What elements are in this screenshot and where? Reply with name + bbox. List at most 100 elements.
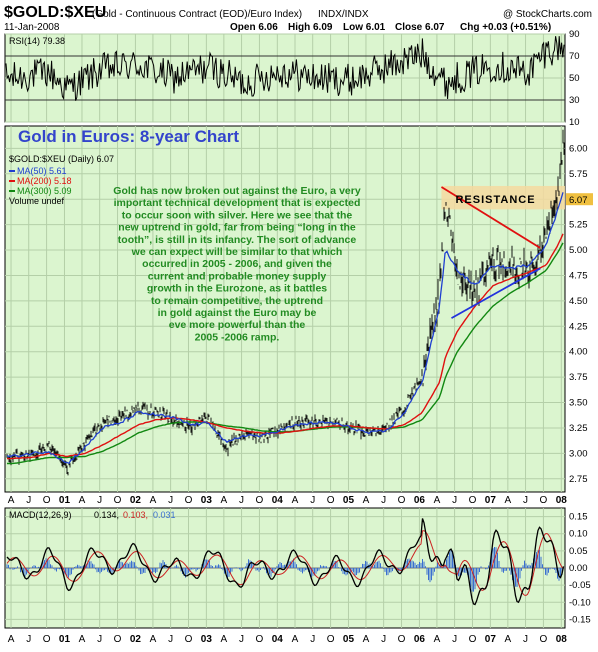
axis-label: J [310,495,315,506]
macd-legend: MACD(12,26,9) 0.134, 0.103, 0.031 [9,510,176,520]
macd-tick-label: 0.15 [569,512,588,523]
axis-label: J [26,495,31,506]
quote-open: Open 6.06 [230,22,278,33]
legend-ma200: MA(200) 5.18 [17,176,72,186]
price-tick-label: 4.00 [569,347,588,358]
axis-label: 02 [130,634,142,645]
axis-label: O [469,634,477,645]
price-tick-label: 5.75 [569,169,588,180]
axis-label: O [469,495,477,506]
axis-label: O [114,634,122,645]
axis-label: A [363,634,370,645]
axis-label: J [26,634,31,645]
commentary-line: Gold has now broken out against the Euro… [113,185,361,197]
legend-ma300: MA(300) 5.09 [17,186,72,196]
symbol-description: (Gold - Continuous Contract (EOD)/Euro I… [92,9,302,20]
commentary-line: eve more powerful than the [169,319,306,331]
price-tick-label: 3.75 [569,372,588,383]
axis-label: J [452,495,457,506]
axis-label: A [79,495,86,506]
commentary-line: occurred in 2005 - 2006, and given the [142,258,332,270]
price-tick-label: 4.75 [569,270,588,281]
axis-label: 05 [343,634,355,645]
axis-label: O [540,634,548,645]
axis-label: J [97,495,102,506]
support-trendline [451,267,541,319]
axis-label: O [398,495,406,506]
macd-tick-label: -0.05 [569,580,591,591]
exchange-label: INDX/INDX [318,9,369,20]
axis-label: J [168,634,173,645]
axis-label: 01 [59,634,71,645]
commentary-line: to occur soon with silver. Here we see t… [122,209,353,221]
quote-high: High 6.09 [288,22,333,33]
axis-label: 03 [201,495,213,506]
axis-label: J [239,634,244,645]
axis-label: J [310,634,315,645]
axis-label: A [292,495,299,506]
axis-label: A [221,634,228,645]
price-grid [5,126,565,492]
axis-label: O [256,495,264,506]
axis-label: A [292,634,299,645]
axis-label: 05 [343,495,355,506]
axis-label: J [452,634,457,645]
resistance-band [441,185,565,210]
axis-label: A [434,634,441,645]
chart-title: Gold in Euros: 8-year Chart [18,127,239,146]
macd-tick-label: -0.10 [569,597,591,608]
axis-label: A [505,634,512,645]
rsi-ticks: 90 70 50 30 10 [569,29,580,128]
rsi-legend: RSI(14) 79.38 [9,36,65,46]
macd-signal-line [6,530,564,596]
macd-ticks: 0.15 0.10 0.05 0.00 -0.05 -0.10 -0.15 [569,512,591,626]
commentary-line: important technical development that is … [114,197,361,209]
axis-label: 03 [201,634,213,645]
time-axis-upper: A J O 01 A J O 02 A J O 03 A J O 04 A J O 05 A J O 06 A J O 07 A J O 08 [8,495,568,506]
commentary-line: new uptrend in gold, far from being “lon… [118,222,356,234]
quote-low: Low 6.01 [343,22,386,33]
macd-hist-value: 0.031 [153,510,176,520]
axis-label: 01 [59,495,71,506]
commentary-line: to remain competitive, the uptrend [151,295,323,307]
axis-label: O [327,634,335,645]
axis-label: A [8,634,15,645]
axis-label: O [540,495,548,506]
macd-tick-label: -0.15 [569,614,591,625]
ma200-line [6,233,564,460]
price-tick-label: 4.50 [569,296,588,307]
macd-tick-label: 0.00 [569,563,588,574]
axis-label: A [79,634,86,645]
axis-label: O [398,634,406,645]
axis-label: J [381,634,386,645]
axis-label: 02 [130,495,142,506]
axis-label: 06 [414,495,426,506]
commentary-line: tooth”, is still in its infancy. The sor… [118,234,357,246]
rsi-tick-label: 10 [569,117,580,128]
price-ticks: 6.00 5.75 5.25 5.00 4.75 4.50 4.25 4.00 3.75 3.50… [569,143,588,484]
date-label: 11-Jan-2008 [4,22,60,33]
commentary-line: 2005 -2006 ramp. [195,331,280,343]
watermark: @ StockCharts.com [503,9,592,20]
rsi-tick-label: 70 [569,51,580,62]
rsi-tick-label: 50 [569,73,580,84]
axis-label: J [381,495,386,506]
macd-value: 0.134, [94,510,119,520]
axis-label: J [97,634,102,645]
axis-label: 07 [485,495,497,506]
macd-line [6,518,565,606]
legend-symbol: $GOLD:$XEU (Daily) 6.07 [9,154,114,164]
axis-label: A [434,495,441,506]
axis-label: A [221,495,228,506]
axis-label: 08 [556,495,568,506]
macd-tick-label: 0.05 [569,546,588,557]
symbol-title: $GOLD:$XEU [4,4,106,21]
axis-label: O [185,634,193,645]
axis-label: J [168,495,173,506]
price-tick-label: 2.75 [569,474,588,485]
quote-close: Close 6.07 [395,22,445,33]
axis-label: J [523,634,528,645]
axis-label: A [8,495,15,506]
axis-label: 07 [485,634,497,645]
